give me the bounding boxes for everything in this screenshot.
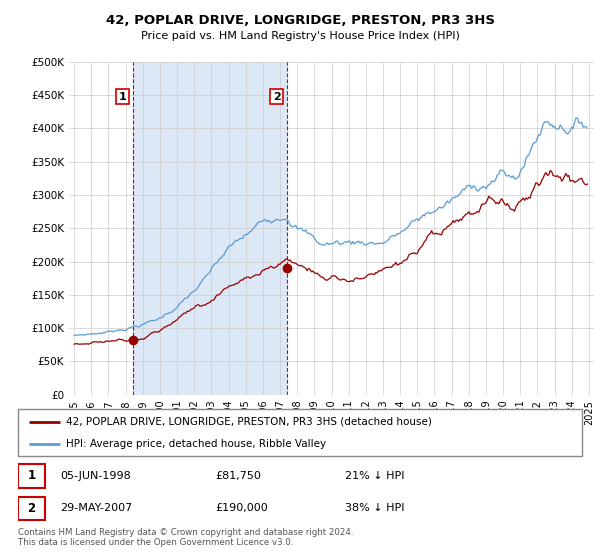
FancyBboxPatch shape [18, 409, 582, 456]
Text: 2: 2 [28, 502, 35, 515]
Text: HPI: Average price, detached house, Ribble Valley: HPI: Average price, detached house, Ribb… [66, 438, 326, 449]
Text: 05-JUN-1998: 05-JUN-1998 [60, 471, 131, 481]
Text: 42, POPLAR DRIVE, LONGRIDGE, PRESTON, PR3 3HS: 42, POPLAR DRIVE, LONGRIDGE, PRESTON, PR… [106, 14, 494, 27]
Text: Contains HM Land Registry data © Crown copyright and database right 2024.
This d: Contains HM Land Registry data © Crown c… [18, 528, 353, 547]
FancyBboxPatch shape [18, 464, 45, 488]
Text: 1: 1 [119, 92, 127, 101]
Text: 42, POPLAR DRIVE, LONGRIDGE, PRESTON, PR3 3HS (detached house): 42, POPLAR DRIVE, LONGRIDGE, PRESTON, PR… [66, 417, 432, 427]
Text: 38% ↓ HPI: 38% ↓ HPI [345, 503, 404, 513]
Text: £190,000: £190,000 [215, 503, 268, 513]
Text: 21% ↓ HPI: 21% ↓ HPI [345, 471, 404, 481]
Text: 1: 1 [28, 469, 35, 483]
Text: 29-MAY-2007: 29-MAY-2007 [60, 503, 133, 513]
Text: Price paid vs. HM Land Registry's House Price Index (HPI): Price paid vs. HM Land Registry's House … [140, 31, 460, 41]
FancyBboxPatch shape [18, 497, 45, 520]
Text: 2: 2 [273, 92, 281, 101]
Bar [133, 62, 287, 395]
Text: £81,750: £81,750 [215, 471, 261, 481]
